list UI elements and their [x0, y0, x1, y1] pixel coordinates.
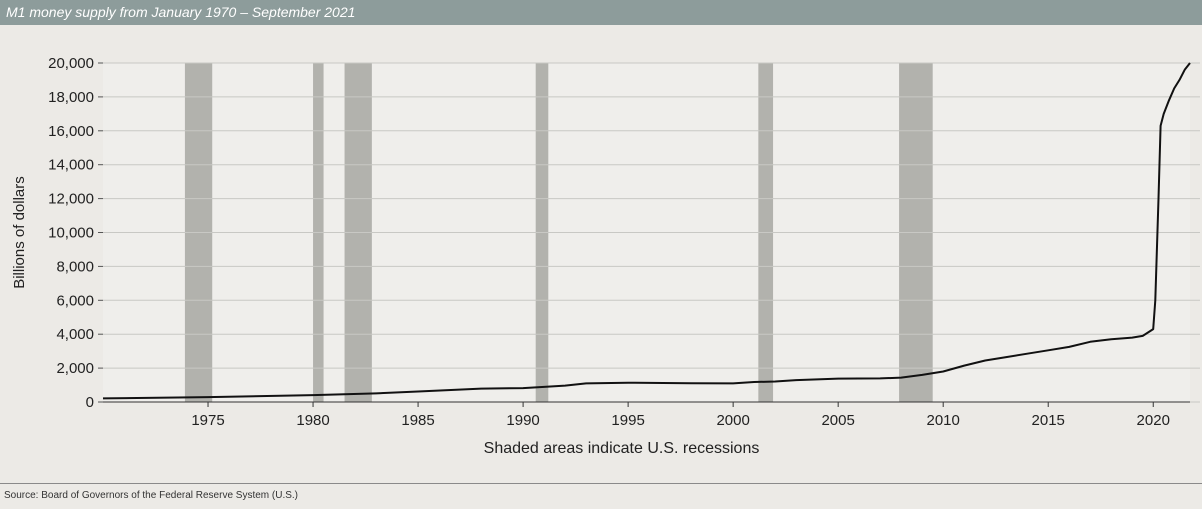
- x-tick-label: 2000: [716, 412, 749, 429]
- y-tick-label: 16,000: [48, 123, 94, 140]
- y-tick-label: 20,000: [48, 55, 94, 72]
- y-tick-label: 18,000: [48, 89, 94, 106]
- x-tick-label: 1975: [191, 412, 224, 429]
- x-tick-label: 2015: [1032, 412, 1065, 429]
- y-axis-label: Billions of dollars: [11, 176, 28, 289]
- y-tick-label: 6,000: [56, 292, 94, 309]
- y-tick-label: 14,000: [48, 157, 94, 174]
- x-tick-label: 1990: [506, 412, 539, 429]
- series-line-m1: [102, 62, 1191, 400]
- y-tick-label: 12,000: [48, 191, 94, 208]
- y-tick-label: 2,000: [56, 360, 94, 377]
- chart-title: M1 money supply from January 1970 – Sept…: [6, 4, 356, 20]
- y-tick-label: 8,000: [56, 258, 94, 275]
- divider: [0, 483, 1202, 484]
- title-bar: M1 money supply from January 1970 – Sept…: [0, 0, 1202, 25]
- y-tick-label: 10,000: [48, 225, 94, 242]
- source-note: Source: Board of Governors of the Federa…: [4, 490, 299, 501]
- y-tick-label: 4,000: [56, 326, 94, 343]
- x-tick-label: 1985: [401, 412, 434, 429]
- x-tick-label: 2020: [1137, 412, 1170, 429]
- x-axis-label: Shaded areas indicate U.S. recessions: [484, 440, 760, 457]
- x-tick-label: 1995: [611, 412, 644, 429]
- x-tick-label: 1980: [296, 412, 329, 429]
- x-tick-label: 2010: [927, 412, 960, 429]
- chart-svg: 0 2,000 4,000 6,000 8,000 10,000 12,000 14,000 1…: [11, 55, 1200, 457]
- y-tick-label: 0: [86, 394, 94, 411]
- x-tick-label: 2005: [821, 412, 854, 429]
